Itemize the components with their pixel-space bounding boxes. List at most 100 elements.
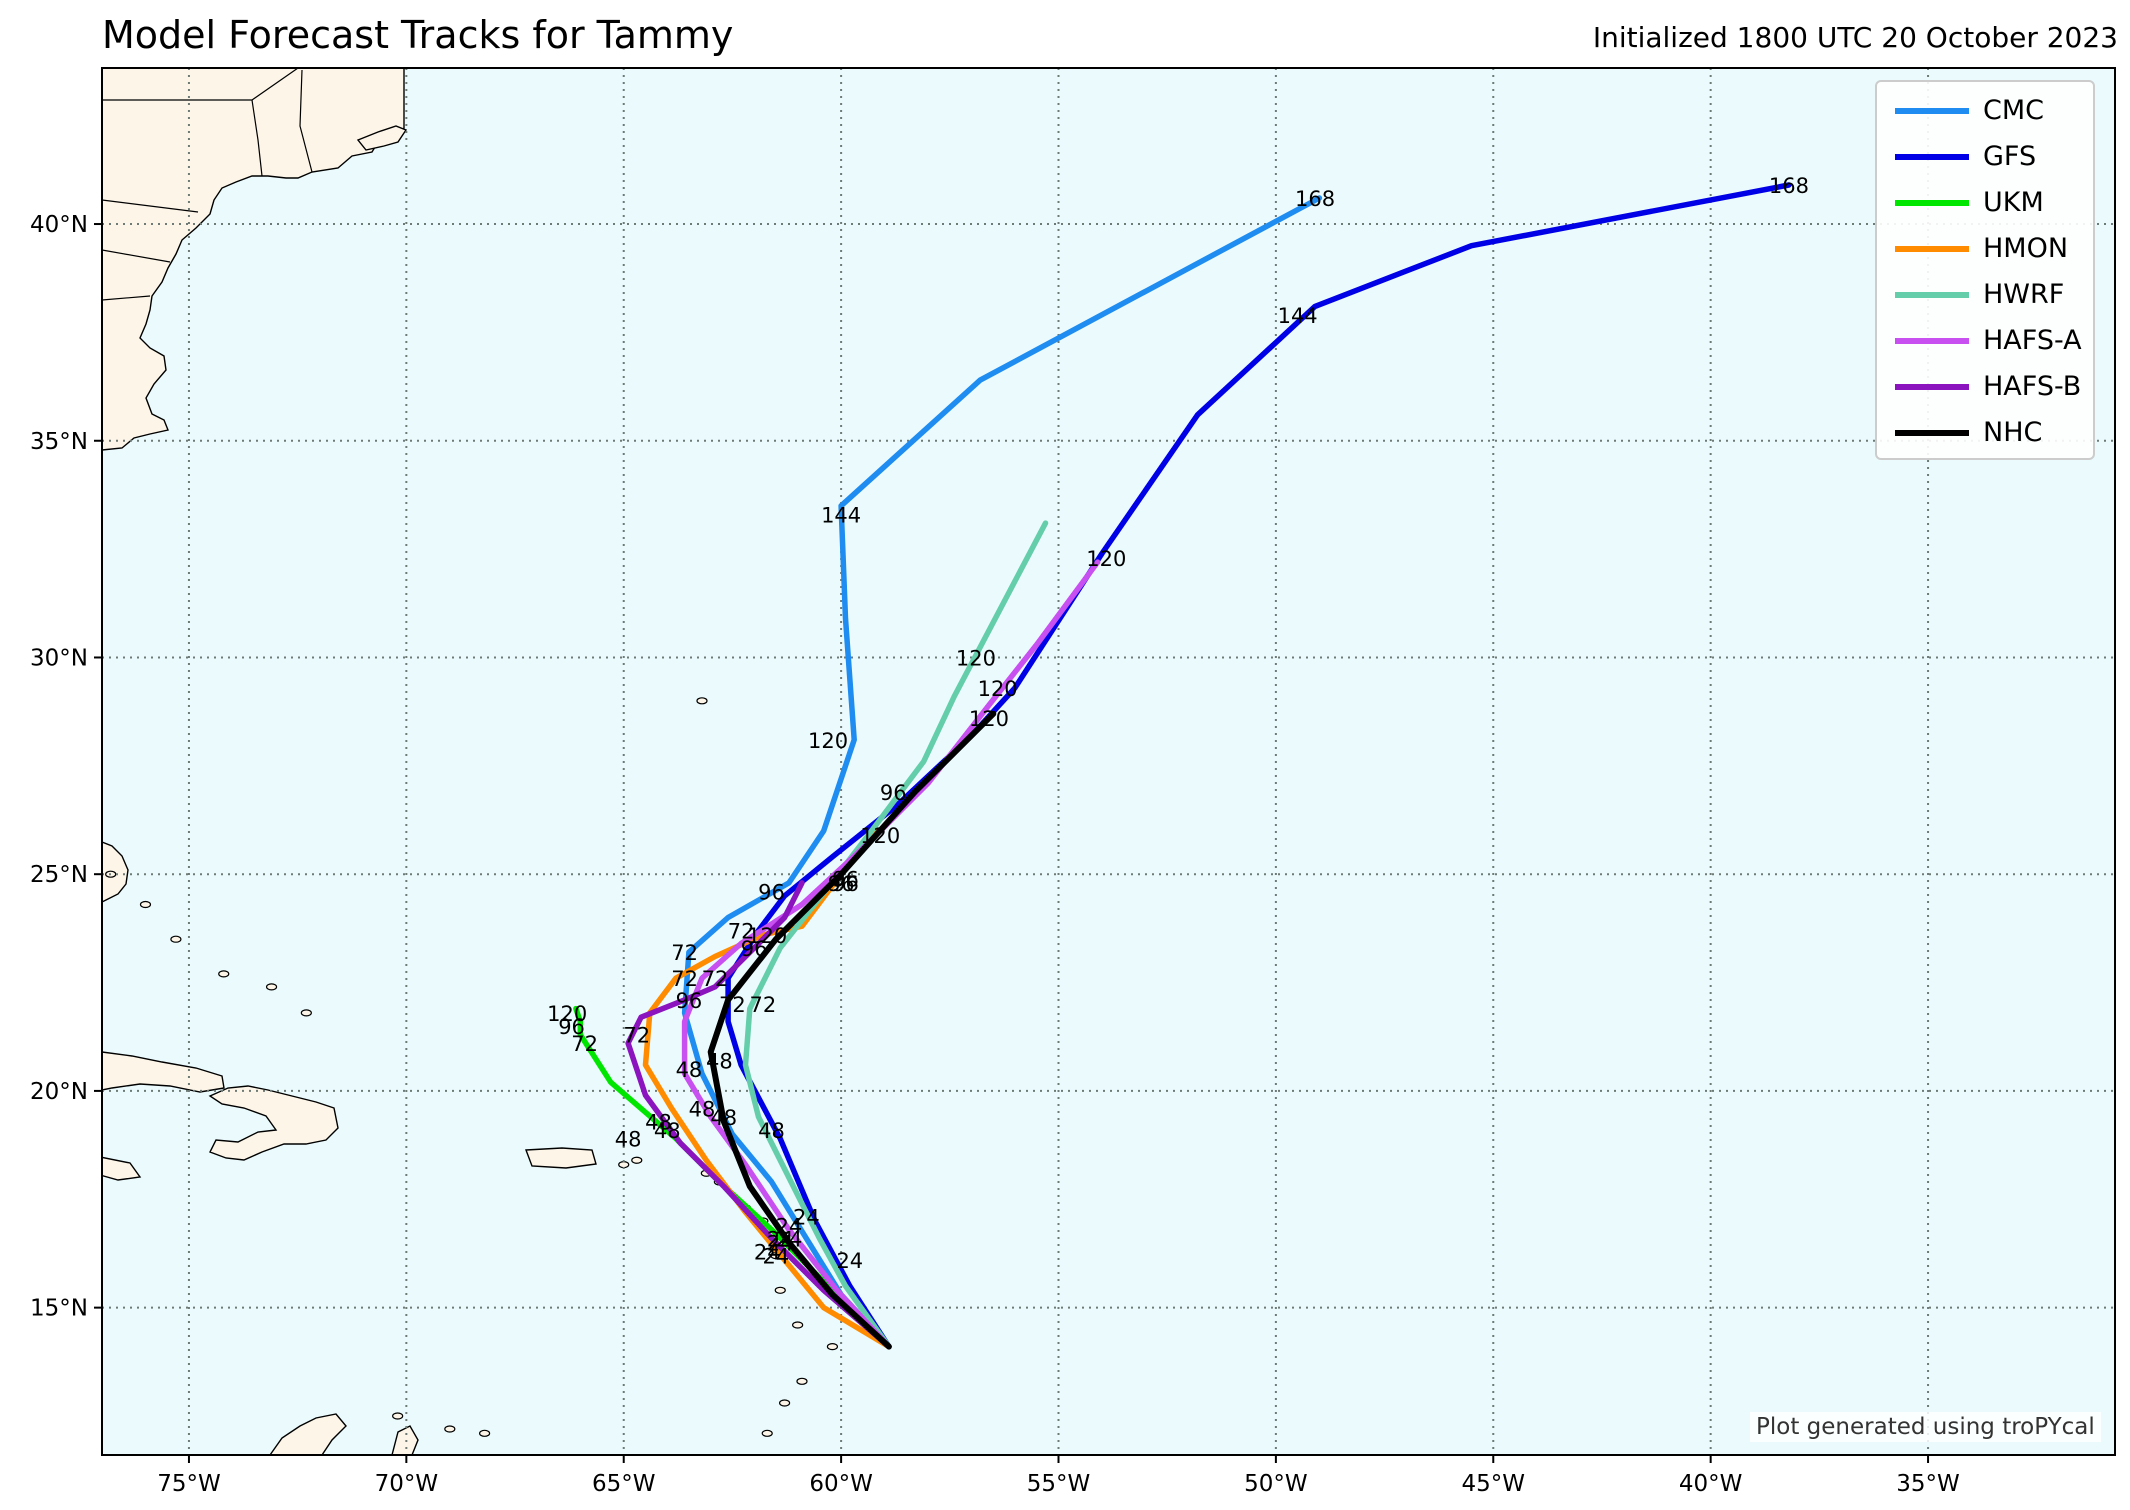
island-0	[696, 697, 708, 705]
island-21	[444, 1425, 456, 1433]
legend-swatch	[1895, 200, 1969, 206]
hour-label-nhc: 120	[969, 707, 1009, 731]
legend-item-hafs-b: HAFS-B	[1877, 364, 2093, 410]
lon-tick-label: 75°W	[157, 1471, 221, 1497]
hour-label-nhc: 96	[832, 868, 859, 892]
hour-label-gfs: 72	[728, 920, 755, 944]
legend-item-gfs: GFS	[1877, 134, 2093, 180]
cuba-coast	[102, 1051, 225, 1093]
legend-item-nhc: NHC	[1877, 410, 2093, 456]
legend-label: CMC	[1983, 95, 2045, 126]
hour-label-gfs: 120	[1086, 547, 1126, 571]
hour-label-gfs: 48	[706, 1050, 733, 1074]
puerto-rico-coast	[525, 1147, 597, 1169]
legend-swatch	[1895, 246, 1969, 252]
hour-label-hwrf: 48	[758, 1119, 785, 1143]
hour-label-nhc: 24	[776, 1227, 803, 1251]
hour-label-cmc: 24	[767, 1232, 794, 1256]
hour-label-cmc: 48	[676, 1058, 703, 1082]
hour-label-hmon: 120	[860, 824, 900, 848]
island-3	[774, 1286, 786, 1294]
hour-label-hafs-a: 120	[978, 677, 1018, 701]
island-13	[778, 1399, 791, 1407]
lon-tick-label: 40°W	[1679, 1471, 1743, 1497]
initialization-time: Initialized 1800 UTC 20 October 2023	[1592, 21, 2118, 54]
lon-tick-label: 60°W	[809, 1471, 873, 1497]
legend-label: HAFS-A	[1983, 325, 2082, 356]
hour-label-cmc: 72	[671, 941, 698, 965]
lon-tick-label: 45°W	[1462, 1471, 1526, 1497]
lon-tick-label: 50°W	[1244, 1471, 1308, 1497]
hour-label-hafs-b: 72	[623, 1024, 650, 1048]
island-10	[618, 1160, 630, 1169]
hour-label-hafs-b: 48	[654, 1119, 681, 1143]
track-hwrf	[742, 520, 1049, 1350]
latitude-tick-labels: 15°N 20°N 25°N 30°N 35°N 40°N	[30, 212, 102, 1322]
legend-item-cmc: CMC	[1877, 88, 2093, 134]
track-cmc	[681, 195, 1323, 1350]
hour-label-hafs-a: 72	[702, 967, 729, 991]
legend-item-ukm: UKM	[1877, 180, 2093, 226]
legend-label: HWRF	[1983, 279, 2065, 310]
legend-label: UKM	[1983, 187, 2044, 218]
map-title: Model Forecast Tracks for Tammy	[102, 13, 734, 57]
island-22	[479, 1429, 491, 1437]
legend-label: HMON	[1983, 233, 2069, 264]
lat-tick-label: 35°N	[30, 429, 88, 455]
south-america-coast-2	[391, 1425, 419, 1455]
hour-label-hafs-b: 24	[754, 1240, 781, 1264]
hour-label-hafs-b: 120	[747, 924, 787, 948]
hour-label-hafs-a: 96	[741, 937, 768, 961]
legend-item-hafs-a: HAFS-A	[1877, 318, 2093, 364]
hour-label-cmc: 96	[758, 881, 785, 905]
hour-label-hwrf: 120	[956, 646, 996, 670]
legend-item-hmon: HMON	[1877, 226, 2093, 272]
ocean-background	[102, 68, 2115, 1455]
legend-swatch	[1895, 108, 1969, 114]
lon-tick-label: 70°W	[375, 1471, 439, 1497]
hour-label-cmc: 168	[1295, 187, 1335, 211]
island-1	[826, 1343, 839, 1351]
legend-swatch	[1895, 338, 1969, 344]
land-layer	[102, 68, 597, 1455]
island-15	[218, 970, 230, 978]
lat-tick-label: 25°N	[30, 862, 88, 888]
island-20	[392, 1412, 404, 1420]
legend-swatch	[1895, 384, 1969, 390]
legend: CMC GFS UKM HMON HWRF HAFS-A HAFS-B NHC	[1875, 80, 2095, 460]
hour-label-hmon: 24	[763, 1245, 790, 1269]
hour-label-ukm: 120	[547, 1002, 587, 1026]
hour-label-ukm: 48	[615, 1128, 642, 1152]
island-16	[170, 935, 182, 943]
hour-label-gfs: 24	[793, 1206, 820, 1230]
track-gfs	[725, 182, 1792, 1350]
hour-label-nhc: 72	[719, 993, 746, 1017]
island-14	[265, 983, 278, 991]
legend-label: NHC	[1983, 417, 2043, 448]
hour-label-nhc: 48	[710, 1106, 737, 1130]
hour-label-cmc: 120	[808, 729, 848, 753]
state-borders	[102, 68, 313, 301]
hour-label-hwrf: 96	[828, 872, 855, 896]
hour-label-hafs-b: 96	[676, 989, 703, 1013]
legend-label: GFS	[1983, 141, 2037, 172]
lat-tick-label: 40°N	[30, 212, 88, 238]
hour-label-hmon: 96	[832, 872, 859, 896]
nova-scotia-coast	[356, 125, 408, 151]
island-2	[792, 1321, 804, 1329]
grid-lines	[102, 68, 2115, 1455]
hour-label-gfs: 168	[1769, 174, 1809, 198]
forecast-hour-labels: 2448729612014416824487296120144168244872…	[547, 174, 1809, 1273]
small-islands	[105, 697, 839, 1437]
hour-label-hafs-a: 24	[776, 1214, 803, 1238]
island-17	[139, 900, 152, 909]
lat-tick-label: 15°N	[30, 1296, 88, 1322]
island-9	[631, 1156, 643, 1164]
island-12	[761, 1429, 773, 1437]
legend-swatch	[1895, 430, 1969, 436]
lat-tick-label: 30°N	[30, 645, 88, 671]
hour-label-cmc: 144	[821, 503, 861, 527]
hispaniola-coast	[208, 1085, 339, 1161]
hour-label-hwrf: 24	[836, 1249, 863, 1273]
